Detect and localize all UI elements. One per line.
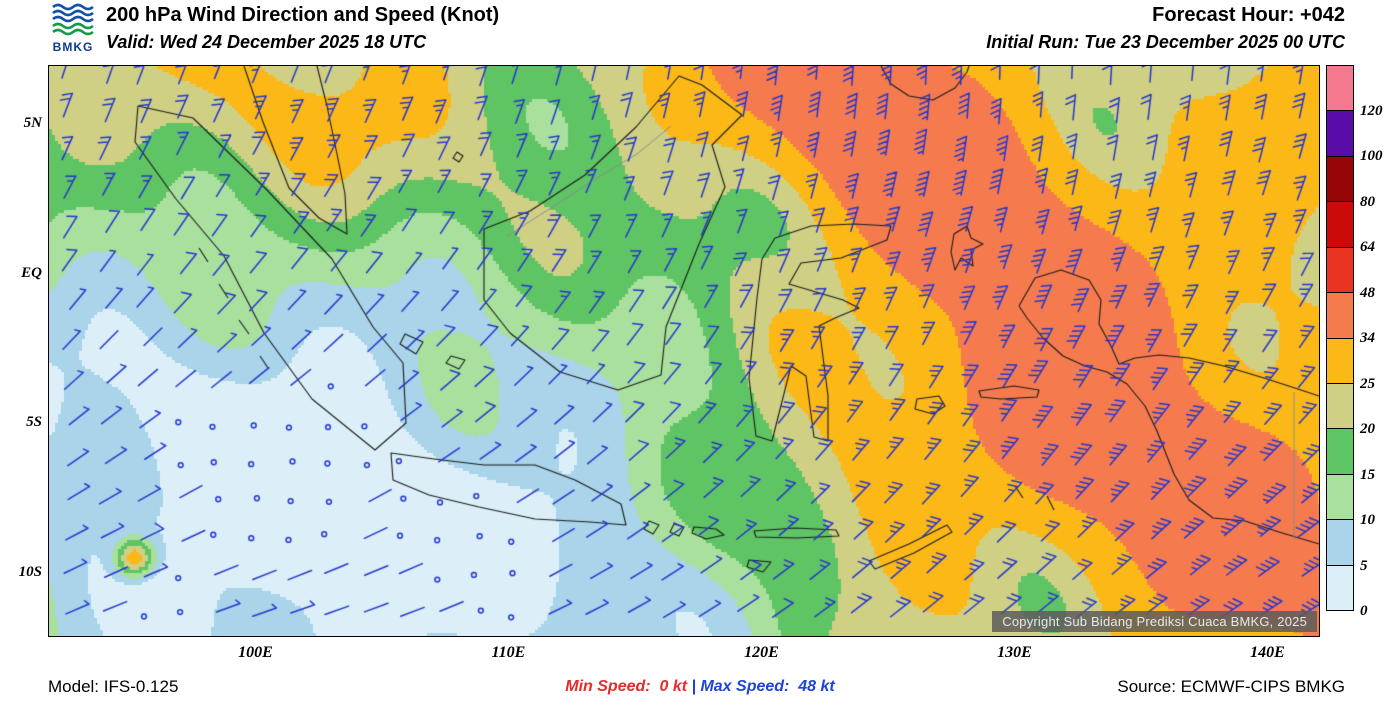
- colorbar-tick-label: 25: [1360, 375, 1375, 392]
- colorbar: [1326, 65, 1354, 611]
- colorbar-tick-label: 20: [1360, 421, 1375, 437]
- forecast-hour-label: Forecast Hour: +042: [1152, 4, 1345, 26]
- colorbar-tick-label: 34: [1360, 330, 1375, 346]
- lat-tick-label: 5S: [26, 414, 42, 430]
- colorbar-segment: [1327, 110, 1353, 156]
- speed-separator: |: [691, 678, 696, 695]
- colorbar-tick-label: 5: [1360, 557, 1368, 574]
- speed-summary: Min Speed: 0 kt | Max Speed: 48 kt: [0, 678, 1400, 696]
- max-speed-label: Max Speed: 48 kt: [696, 678, 835, 695]
- colorbar-tick-label: 10: [1360, 512, 1375, 528]
- colorbar-segment: [1327, 428, 1353, 474]
- wind-map-canvas: [49, 66, 1319, 636]
- colorbar-segment: [1327, 246, 1353, 293]
- colorbar-tick-label: 100: [1360, 148, 1383, 164]
- colorbar-segment: [1327, 382, 1353, 429]
- lon-tick-label: 140E: [1250, 644, 1285, 661]
- valid-time-label: Valid: Wed 24 December 2025 18 UTC: [106, 32, 427, 52]
- colorbar-segment: [1327, 66, 1353, 111]
- bmkg-logo: BMKG: [46, 2, 100, 54]
- wind-map: Copyright Sub Bidang Prediksi Cuaca BMKG…: [48, 65, 1320, 637]
- colorbar-segment: [1327, 292, 1353, 338]
- model-label: Model: IFS-0.125: [48, 677, 179, 696]
- initial-run-label: Initial Run: Tue 23 December 2025 00 UTC: [986, 32, 1345, 52]
- lon-tick-label: 100E: [238, 644, 273, 661]
- colorbar-tick-label: 64: [1360, 239, 1375, 255]
- source-label: Source: ECMWF-CIPS BMKG: [1117, 677, 1345, 696]
- colorbar-tick-label: 80: [1360, 193, 1375, 210]
- colorbar-segment: [1327, 564, 1353, 611]
- lon-tick-label: 120E: [744, 644, 779, 661]
- colorbar-segment: [1327, 201, 1353, 247]
- lat-tick-label: 10S: [18, 563, 42, 580]
- page-title: 200 hPa Wind Direction and Speed (Knot): [106, 4, 500, 26]
- colorbar-tick-label: 15: [1360, 466, 1375, 483]
- colorbar-segment: [1327, 473, 1353, 520]
- lat-tick-label: 5N: [23, 115, 42, 131]
- bmkg-logo-icon: [52, 3, 94, 36]
- bmkg-logo-label: BMKG: [52, 40, 94, 54]
- colorbar-tick-label: 120: [1360, 102, 1383, 119]
- colorbar-tick-label: 0: [1360, 603, 1368, 619]
- lon-tick-label: 110E: [491, 644, 526, 661]
- colorbar-segment: [1327, 155, 1353, 202]
- lon-tick-label: 130E: [997, 644, 1032, 661]
- colorbar-tick-label: 48: [1360, 284, 1375, 301]
- colorbar-segment: [1327, 337, 1353, 383]
- colorbar-segment: [1327, 519, 1353, 565]
- lat-tick-label: EQ: [21, 264, 42, 281]
- copyright-badge: Copyright Sub Bidang Prediksi Cuaca BMKG…: [992, 611, 1317, 632]
- min-speed-label: Min Speed: 0 kt: [565, 678, 692, 695]
